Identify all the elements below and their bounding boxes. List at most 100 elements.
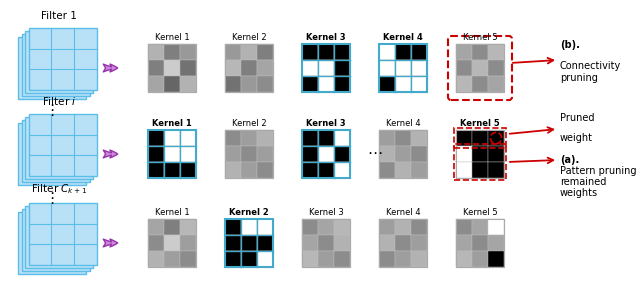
- Bar: [379, 44, 427, 92]
- Bar: [241, 60, 257, 76]
- Bar: [379, 162, 395, 178]
- Bar: [318, 251, 334, 267]
- Bar: [25, 206, 93, 268]
- Bar: [411, 130, 427, 146]
- Bar: [148, 130, 196, 178]
- Text: weight: weight: [560, 133, 593, 143]
- Text: Kernel 2: Kernel 2: [232, 33, 266, 42]
- Bar: [472, 130, 488, 146]
- Bar: [456, 130, 504, 178]
- Bar: [472, 44, 488, 60]
- Text: Filter $C_{k+1}$: Filter $C_{k+1}$: [31, 182, 87, 196]
- Bar: [395, 76, 411, 92]
- Bar: [180, 162, 196, 178]
- Bar: [164, 219, 180, 235]
- Bar: [225, 44, 273, 92]
- Bar: [456, 146, 472, 162]
- Bar: [148, 219, 164, 235]
- Bar: [148, 219, 196, 267]
- Bar: [334, 76, 350, 92]
- Bar: [379, 130, 427, 178]
- Bar: [395, 219, 411, 235]
- Bar: [395, 60, 411, 76]
- Text: ⋮: ⋮: [44, 191, 60, 206]
- Bar: [379, 60, 395, 76]
- Bar: [148, 219, 196, 267]
- Bar: [472, 162, 488, 178]
- Bar: [257, 219, 273, 235]
- Bar: [241, 219, 257, 235]
- Bar: [411, 60, 427, 76]
- Bar: [225, 162, 241, 178]
- Bar: [488, 235, 504, 251]
- Bar: [225, 235, 241, 251]
- Bar: [257, 162, 273, 178]
- Bar: [379, 219, 427, 267]
- Bar: [318, 44, 334, 60]
- Bar: [302, 60, 318, 76]
- Bar: [164, 251, 180, 267]
- Bar: [379, 219, 395, 235]
- Bar: [164, 44, 180, 60]
- Bar: [302, 251, 318, 267]
- Bar: [302, 130, 318, 146]
- Bar: [148, 251, 164, 267]
- Text: Filter 1: Filter 1: [41, 11, 77, 21]
- Bar: [257, 60, 273, 76]
- Bar: [164, 235, 180, 251]
- Bar: [29, 114, 97, 176]
- Bar: [302, 219, 318, 235]
- Bar: [379, 44, 427, 92]
- Text: pruning: pruning: [560, 73, 598, 83]
- Bar: [225, 146, 241, 162]
- Bar: [411, 146, 427, 162]
- Bar: [180, 251, 196, 267]
- Bar: [302, 44, 350, 92]
- Text: (a).: (a).: [560, 155, 579, 165]
- Bar: [148, 76, 164, 92]
- Bar: [395, 130, 411, 146]
- Bar: [302, 130, 350, 178]
- Bar: [395, 146, 411, 162]
- Bar: [395, 44, 411, 60]
- Text: Filter $i$: Filter $i$: [42, 95, 76, 107]
- Bar: [257, 251, 273, 267]
- Bar: [318, 162, 334, 178]
- Bar: [472, 251, 488, 267]
- Bar: [472, 76, 488, 92]
- Bar: [472, 219, 488, 235]
- Bar: [456, 219, 472, 235]
- Bar: [29, 28, 97, 90]
- Bar: [148, 44, 164, 60]
- Bar: [302, 219, 350, 267]
- Bar: [456, 44, 504, 92]
- Bar: [334, 235, 350, 251]
- Bar: [334, 60, 350, 76]
- Bar: [241, 44, 257, 60]
- Bar: [334, 44, 350, 60]
- Bar: [456, 44, 472, 60]
- Bar: [488, 60, 504, 76]
- Bar: [257, 44, 273, 60]
- Text: Kernel 2: Kernel 2: [232, 119, 266, 128]
- Bar: [180, 44, 196, 60]
- Bar: [318, 60, 334, 76]
- Bar: [318, 130, 334, 146]
- Bar: [148, 162, 164, 178]
- Bar: [225, 130, 273, 178]
- Bar: [456, 76, 472, 92]
- Bar: [472, 146, 488, 162]
- Bar: [22, 34, 90, 96]
- Bar: [472, 235, 488, 251]
- Bar: [488, 251, 504, 267]
- Bar: [257, 146, 273, 162]
- Bar: [148, 146, 164, 162]
- Text: Kernel 3: Kernel 3: [306, 119, 346, 128]
- Text: Kernel 1: Kernel 1: [152, 119, 192, 128]
- Bar: [379, 130, 395, 146]
- Bar: [164, 130, 180, 146]
- Text: Kernel 5: Kernel 5: [463, 208, 497, 217]
- Text: Pruned: Pruned: [560, 113, 595, 123]
- Bar: [456, 251, 472, 267]
- Bar: [225, 130, 273, 178]
